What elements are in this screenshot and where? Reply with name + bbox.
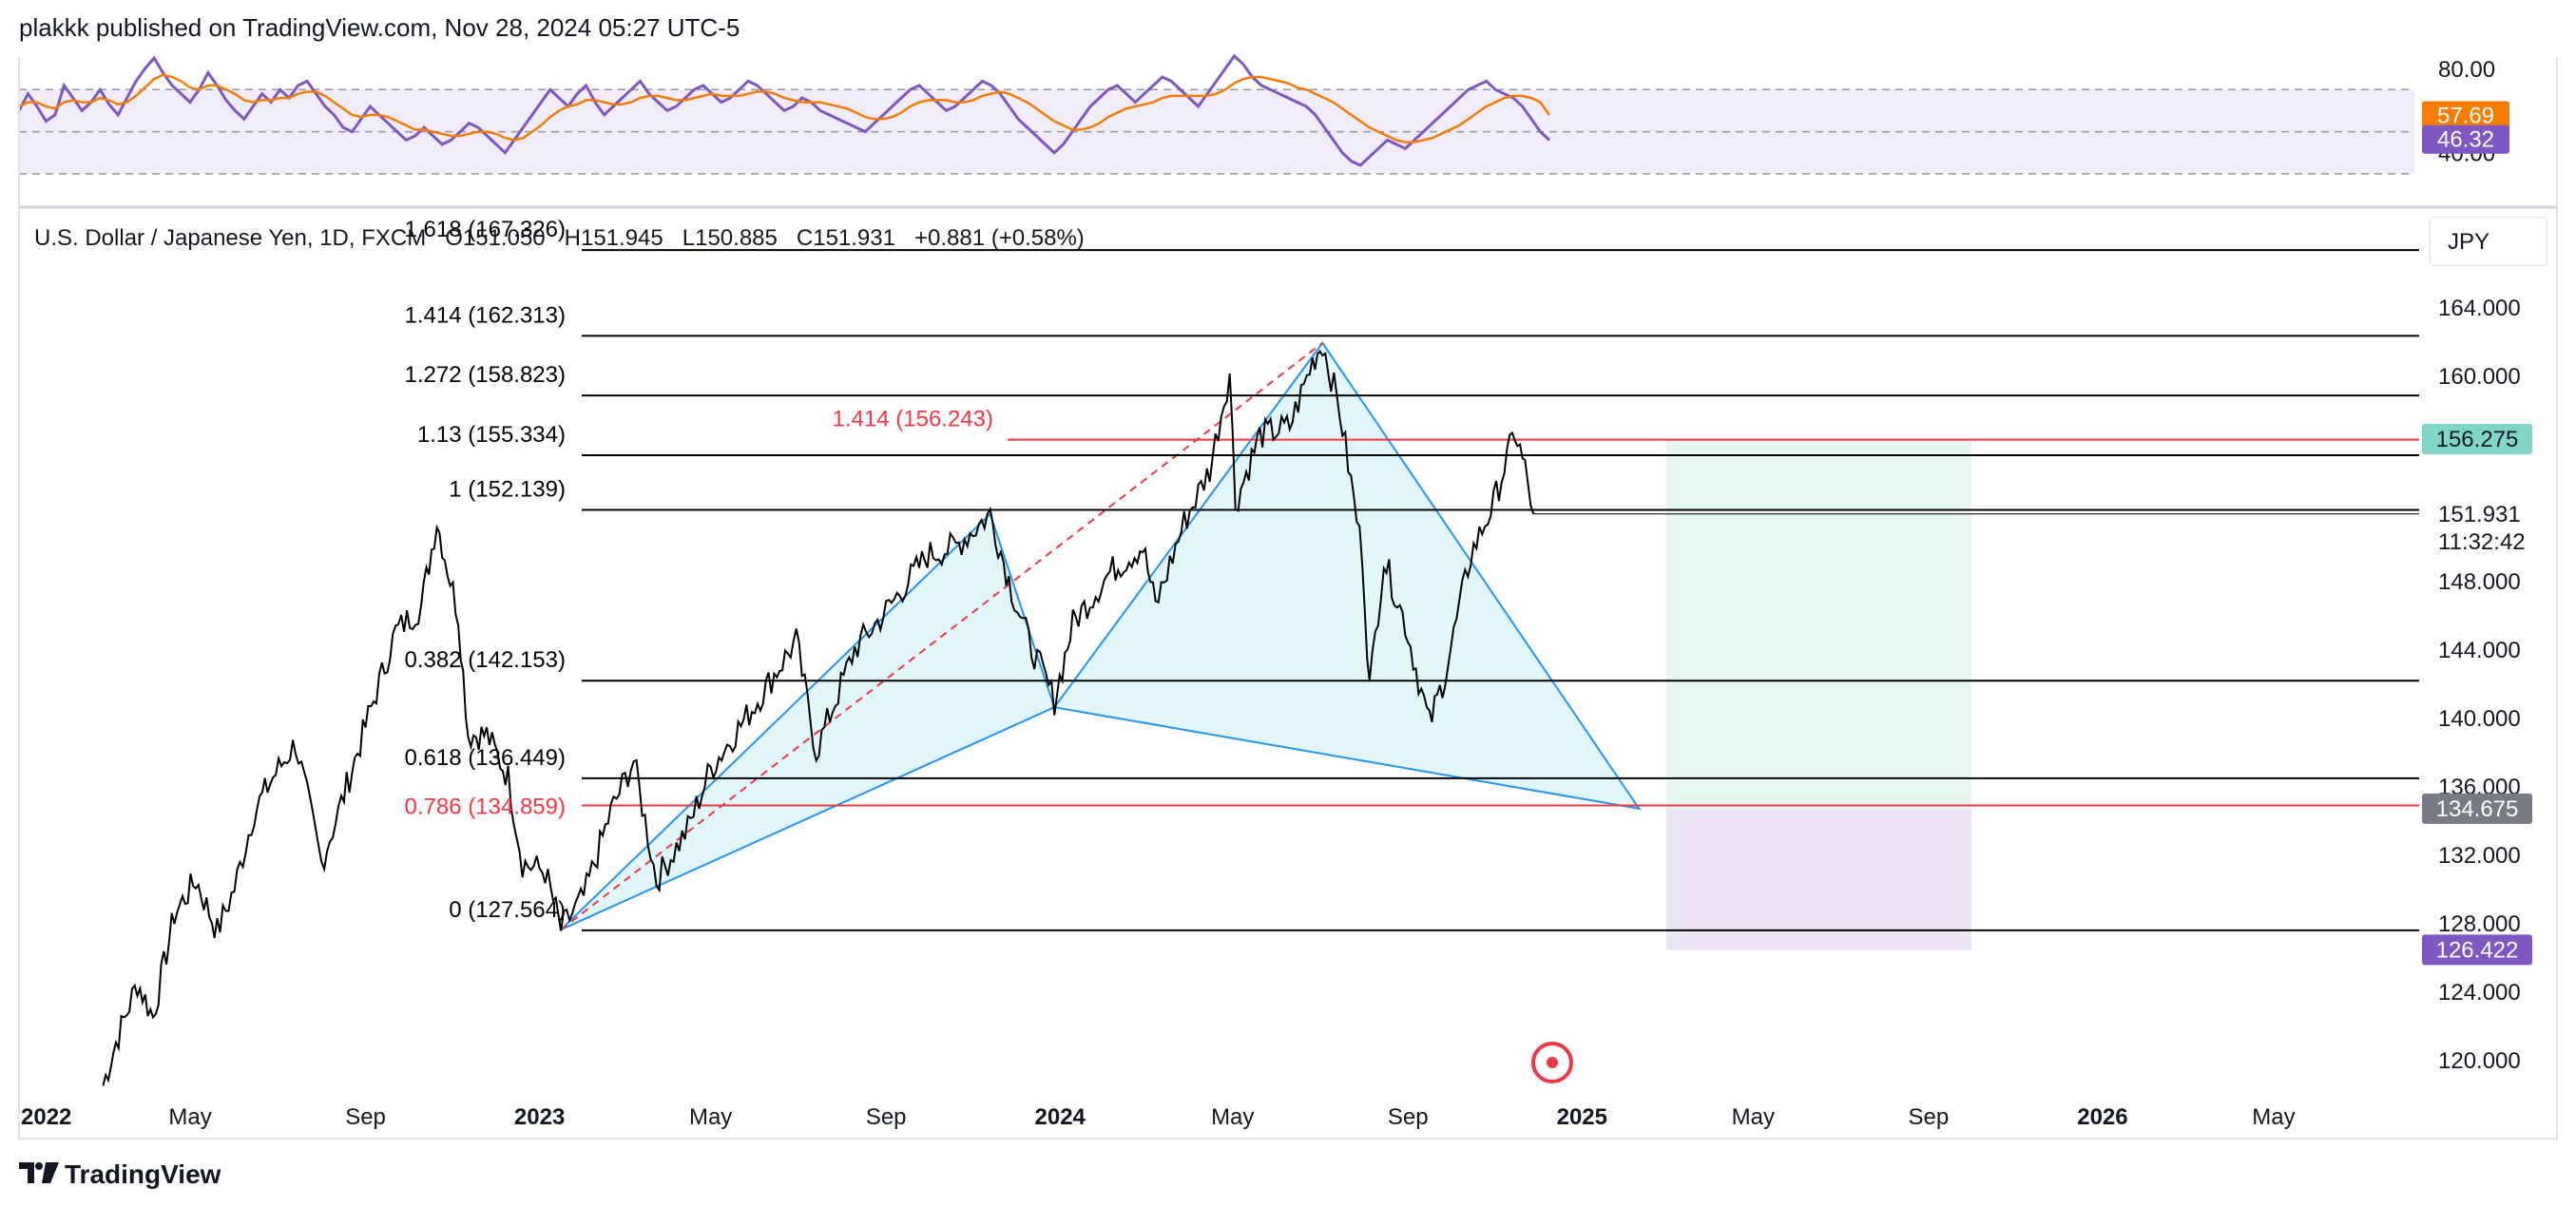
stop-zone [1665,808,1971,950]
fib-level-label: 1.618 (167.326) [405,217,566,242]
x-axis-tick-label: 2026 [2077,1104,2127,1130]
x-axis-tick-label: 2022 [21,1104,71,1130]
x-axis-tick-label: Sep [1388,1104,1429,1130]
fib-level-label: 1.414 (162.313) [405,302,566,328]
price-badge-label: 126.422 [2436,937,2519,963]
price-badge [2422,793,2532,824]
tradingview-logo-icon [19,1162,59,1183]
x-axis-tick-label: 2024 [1035,1104,1086,1130]
fib-level-label: 1.13 (155.334) [417,422,566,448]
last-price-axis-label: 151.931 [2438,502,2521,527]
red-fib-label-upper: 1.414 (156.243) [833,407,993,432]
publish-header: plakkk published on TradingView.com, Nov… [19,13,740,42]
price-badge-label: 134.675 [2436,796,2519,822]
x-axis-tick-label: May [689,1104,732,1130]
countdown-label: 11:32:42 [2438,529,2526,555]
rsi-ma-line [18,73,1551,144]
x-axis-tick-label: Sep [866,1104,907,1130]
y-axis-label: 120.000 [2438,1048,2521,1074]
fib-level-label: 1 (152.139) [449,476,566,502]
fib-level-label: 0.382 (142.153) [405,647,566,673]
y-axis-label: 124.000 [2438,980,2521,1006]
rsi-value-badge [2422,125,2509,154]
fib-level-label: 0.618 (136.449) [405,745,566,771]
x-axis-tick-label: 2023 [514,1104,565,1130]
y-axis-label: 132.000 [2438,843,2521,869]
fib-level-label: 0 (127.564) [449,897,566,923]
x-axis-tick-label: May [168,1104,211,1130]
x-axis-tick-label: May [2252,1104,2295,1130]
footer-brand[interactable]: TradingView [19,1159,221,1190]
record-icon-dot [1547,1057,1558,1068]
ohlc-low: L150.885 [682,225,778,251]
pattern-triangle-bcd [1052,341,1642,811]
rsi-value-badge-label: 46.32 [2437,127,2494,153]
x-axis-tick-label: Sep [1909,1104,1950,1130]
record-target-icon[interactable] [1531,1042,1573,1083]
footer-brand-label: TradingView [65,1159,221,1189]
rsi-value-badge-label: 57.69 [2437,104,2494,129]
price-line [102,349,1535,1086]
currency-button[interactable]: JPY [2430,217,2547,266]
price-change: +0.881 (+0.58%) [914,225,1085,251]
ohlc-open: O151.050 [445,225,546,251]
y-axis-label: 160.000 [2438,364,2521,390]
y-axis-label: 140.000 [2438,706,2521,732]
y-axis-label: 148.000 [2438,569,2521,595]
rsi-panel[interactable] [17,53,2414,175]
x-axis-tick-label: May [1732,1104,1775,1130]
y-axis-label: 164.000 [2438,296,2521,321]
x-axis-tick-label: May [1211,1104,1254,1130]
target-zone [1665,439,1971,809]
price-badge [2422,424,2532,455]
rsi-line [17,53,1551,167]
symbol-name: U.S. Dollar / Japanese Yen, 1D, FXCM [34,225,427,251]
ohlc-high: H151.945 [564,225,663,251]
rsi-value-badge [2422,101,2509,130]
symbol-info-line: U.S. Dollar / Japanese Yen, 1D, FXCM O15… [34,225,1085,252]
price-badge [2422,934,2532,966]
y-axis-label: 144.000 [2438,638,2521,663]
rsi-axis-label: 80.00 [2438,57,2495,83]
fib-level-label: 1.272 (158.823) [405,362,566,388]
pattern-xc-dashed-line [560,342,1323,930]
price-badge-label: 156.275 [2436,427,2519,452]
pattern-triangle-xab [560,511,1056,931]
x-axis-tick-label: Sep [345,1104,386,1130]
red-fib-label-lower: 0.786 (134.859) [405,795,566,820]
ohlc-close: C151.931 [796,225,895,251]
y-axis-label: 128.000 [2438,911,2521,937]
price-panel[interactable] [102,249,2420,1086]
x-axis-tick-label: 2025 [1557,1104,1607,1130]
